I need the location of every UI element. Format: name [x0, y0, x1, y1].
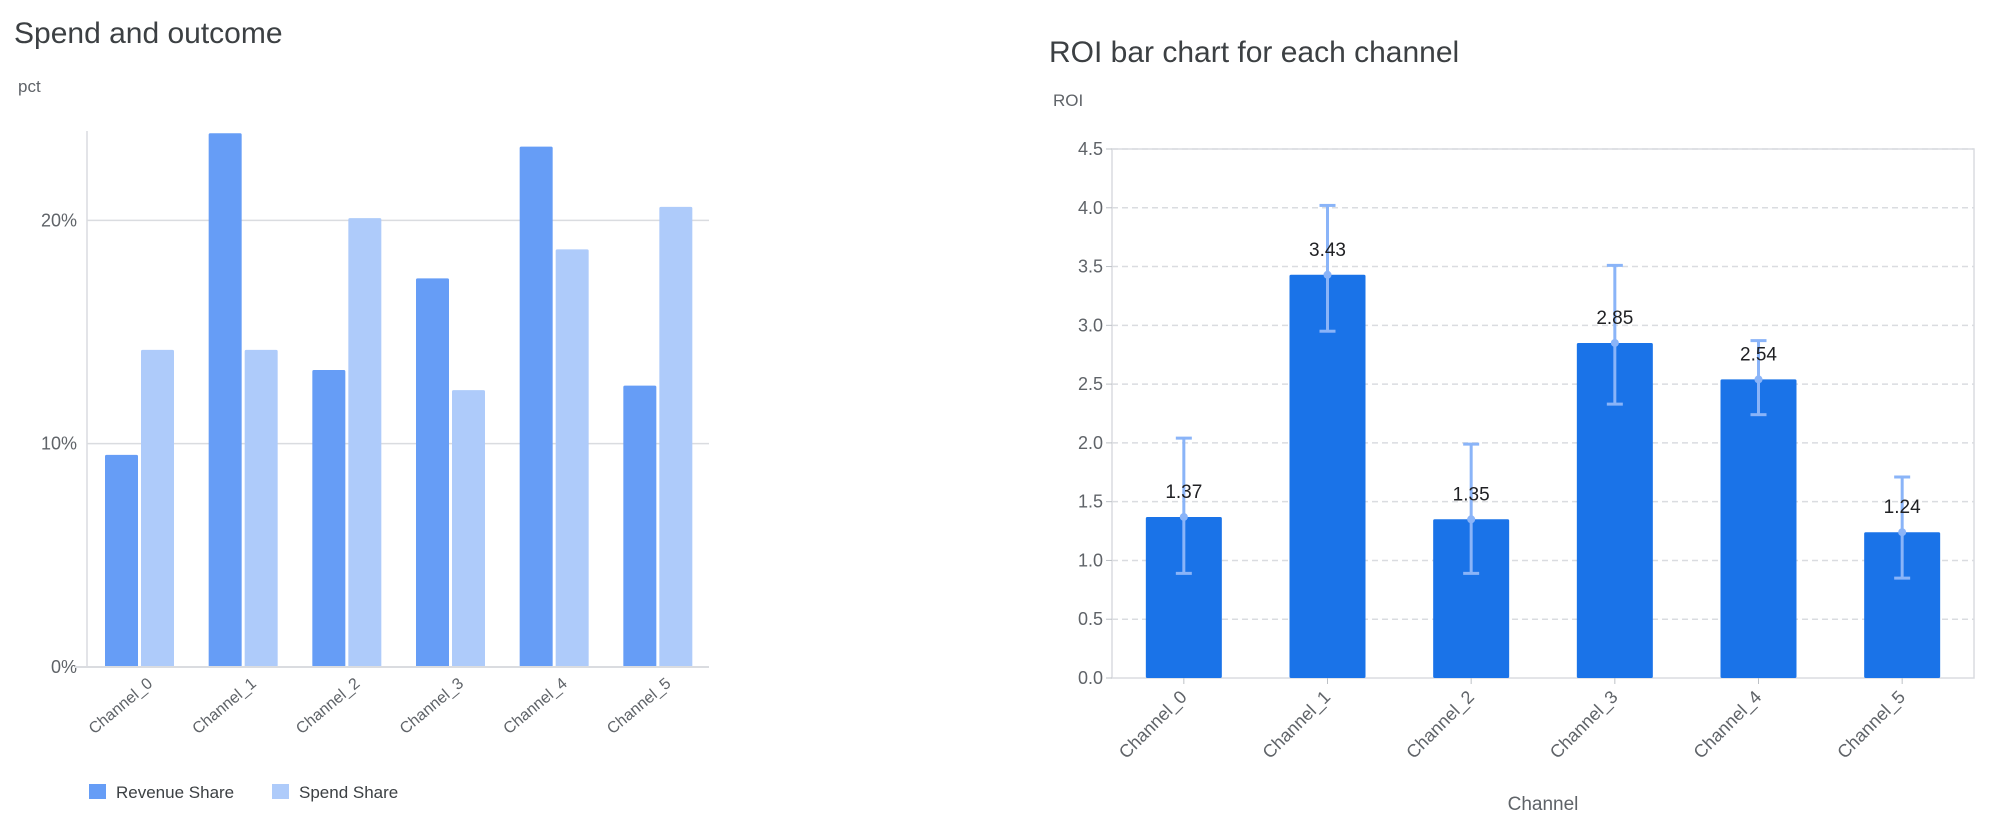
bar-spend-share [555, 249, 589, 667]
bar-revenue-share [208, 133, 242, 667]
data-label: 2.85 [1596, 308, 1633, 329]
spend-outcome-chart: Spend and outcome pct 0% 10% 20% Channel_0 C… [14, 17, 709, 802]
roi-bar [1576, 342, 1653, 678]
error-bar-point [1179, 512, 1188, 521]
error-bar-point [1467, 515, 1476, 524]
y-tick-label: 2.5 [1078, 374, 1103, 394]
error-bar-point [1898, 528, 1907, 537]
data-label: 2.54 [1740, 344, 1777, 365]
chart-title: ROI bar chart for each channel [1049, 36, 1459, 69]
y-tick-label: 0.5 [1078, 609, 1103, 629]
x-tick-label: Channel_3 [1546, 687, 1622, 763]
x-tick-label: Channel_4 [1690, 687, 1766, 763]
bar-revenue-share [623, 385, 657, 667]
error-bar [1175, 436, 1192, 575]
roi-bar [1433, 519, 1510, 678]
bar-spend-share [141, 349, 174, 667]
y-tick-label: 1.0 [1078, 550, 1103, 570]
bar-revenue-share [312, 369, 346, 667]
legend-label: Revenue Share [116, 783, 234, 802]
x-tick-label: Channel_4 [501, 675, 571, 738]
roi-bar [1864, 532, 1941, 678]
roi-chart: ROI bar chart for each channel ROI Chann… [1049, 36, 1975, 815]
legend-swatch [89, 784, 106, 799]
error-bar-point [1323, 270, 1332, 279]
x-tick-label: Channel_1 [190, 675, 260, 738]
y-tick-label: 1.5 [1078, 492, 1103, 512]
error-bar [1894, 475, 1911, 580]
x-tick-label: Channel_0 [86, 675, 156, 738]
roi-bar [1720, 379, 1797, 678]
y-tick-label: 0.0 [1078, 668, 1103, 688]
data-label: 3.43 [1309, 240, 1346, 261]
y-tick-label: 3.0 [1078, 315, 1103, 335]
roi-bar [1145, 516, 1222, 678]
x-tick-label: Channel_2 [1402, 687, 1478, 763]
error-bar [1606, 263, 1623, 406]
x-tick-label: Channel_3 [397, 675, 467, 738]
x-tick-label: Channel_2 [293, 675, 363, 738]
y-tick-label: 4.5 [1078, 139, 1103, 159]
bar-spend-share [659, 206, 693, 667]
legend-swatch [272, 784, 289, 799]
y-tick-label: 20% [41, 210, 77, 230]
bar-spend-share [348, 218, 382, 667]
x-tick-label: Channel_1 [1259, 687, 1335, 763]
bar-revenue-share [519, 146, 553, 668]
error-bar [1750, 339, 1767, 417]
x-tick-label: Channel_5 [604, 675, 674, 738]
x-tick-label: Channel_5 [1833, 687, 1909, 763]
data-label: 1.37 [1165, 482, 1202, 503]
bar-revenue-share [105, 454, 138, 667]
y-axis-label: pct [18, 77, 41, 96]
error-bar-point [1754, 375, 1763, 384]
error-bar-point [1610, 338, 1619, 347]
roi-bar [1289, 274, 1366, 678]
y-tick-label: 10% [41, 434, 77, 454]
error-bar [1463, 442, 1480, 575]
bar-spend-share [452, 390, 485, 667]
bar-spend-share [244, 349, 278, 667]
x-axis-label: Channel [1508, 794, 1579, 815]
y-axis-label: ROI [1053, 91, 1083, 110]
y-tick-label: 3.5 [1078, 257, 1103, 277]
chart-title: Spend and outcome [14, 17, 283, 50]
bar-revenue-share [416, 278, 449, 667]
plot-frame [1111, 148, 1975, 679]
y-tick-label: 0% [51, 657, 77, 677]
data-label: 1.35 [1453, 484, 1490, 505]
y-tick-label: 2.0 [1078, 433, 1103, 453]
y-tick-label: 4.0 [1078, 198, 1103, 218]
data-label: 1.24 [1884, 497, 1921, 518]
error-bar [1319, 203, 1336, 333]
x-tick-label: Channel_0 [1115, 687, 1191, 763]
legend-label: Spend Share [299, 783, 398, 802]
